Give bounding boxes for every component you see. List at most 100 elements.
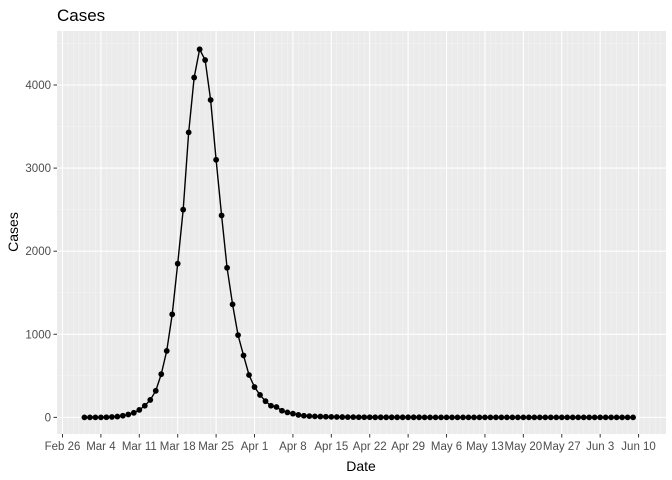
data-point (257, 392, 263, 398)
data-point (476, 414, 483, 421)
data-point (355, 414, 362, 421)
data-point (130, 409, 137, 416)
data-point (482, 414, 488, 421)
data-point (290, 410, 296, 417)
data-point (498, 414, 505, 421)
data-point (328, 413, 335, 420)
data-point (542, 414, 549, 421)
data-point (361, 414, 368, 421)
data-point (553, 414, 560, 421)
x-tick-label: Apr 15 (314, 441, 348, 453)
y-tick-label: 3000 (25, 163, 51, 175)
data-point (471, 414, 477, 421)
data-point (108, 414, 115, 420)
data-point (394, 414, 401, 421)
data-point (460, 414, 466, 421)
data-point (399, 414, 406, 421)
data-point (163, 348, 170, 354)
data-point (619, 414, 626, 421)
data-point (180, 206, 187, 213)
data-point (114, 413, 121, 420)
data-point (311, 413, 318, 420)
data-point (366, 414, 373, 421)
data-point (295, 411, 302, 418)
data-point (564, 414, 571, 421)
data-point (268, 402, 274, 409)
x-axis: Feb 26 Mar 4 Mar 11 Mar 18 Mar 25 Apr 1 Apr 8 A… (45, 434, 656, 453)
data-point (432, 414, 439, 421)
data-point (613, 414, 620, 421)
data-point (284, 409, 291, 416)
x-tick-label: Mar 4 (86, 441, 116, 453)
data-point (306, 413, 313, 420)
data-point (443, 414, 450, 421)
data-point (229, 301, 236, 308)
chart-title: Cases (57, 6, 105, 25)
data-point (438, 414, 444, 421)
data-point (147, 397, 154, 403)
plot-panel (57, 31, 666, 434)
data-point (136, 407, 143, 413)
data-point (591, 414, 598, 421)
data-point (377, 414, 384, 421)
x-tick-label: Apr 1 (241, 441, 269, 453)
x-tick-label: Apr 22 (353, 441, 387, 453)
x-tick-label: May 13 (466, 441, 504, 453)
data-point (213, 156, 220, 163)
data-point (547, 414, 554, 421)
data-point (333, 414, 340, 420)
data-point (405, 414, 412, 421)
data-point (410, 414, 417, 421)
data-point (449, 414, 455, 421)
data-point (597, 414, 604, 421)
x-tick-label: Jun 3 (586, 441, 614, 453)
data-point (575, 414, 582, 421)
data-point (569, 414, 576, 421)
data-point (509, 414, 516, 421)
data-point (251, 384, 258, 390)
data-point (174, 260, 181, 267)
data-point (487, 414, 494, 421)
data-point (388, 414, 395, 421)
data-point (421, 414, 428, 421)
y-tick-label: 1000 (25, 329, 51, 341)
data-point (493, 414, 499, 421)
data-point (235, 332, 241, 339)
data-point (300, 412, 307, 419)
x-axis-title: Date (346, 458, 376, 474)
data-point (525, 414, 532, 421)
data-point (207, 97, 214, 103)
y-tick-label: 2000 (25, 246, 51, 258)
data-point (92, 414, 99, 421)
data-point (103, 414, 110, 421)
data-point (339, 414, 346, 420)
data-point (87, 414, 93, 421)
data-point (520, 414, 527, 421)
x-tick-label: May 20 (504, 441, 542, 453)
data-point (322, 413, 329, 420)
data-point (262, 398, 269, 405)
data-point (427, 414, 433, 421)
data-point (317, 413, 324, 420)
data-point (602, 414, 609, 421)
x-tick-label: Mar 11 (122, 441, 157, 453)
data-point (152, 387, 159, 394)
y-axis-title: Cases (5, 212, 21, 252)
x-tick-label: May 27 (543, 441, 581, 453)
data-point (158, 371, 165, 378)
data-point (185, 129, 192, 136)
data-point (119, 412, 126, 419)
data-point (372, 414, 379, 421)
y-axis: 0 1000 2000 3000 4000 (25, 80, 57, 424)
data-point (344, 414, 351, 421)
data-point (141, 402, 148, 409)
x-tick-label: May 6 (431, 441, 462, 453)
x-tick-label: Feb 26 (45, 441, 81, 453)
y-tick-label: 4000 (25, 80, 51, 92)
y-tick-label: 0 (45, 412, 51, 424)
data-point (503, 414, 510, 421)
minor-grid (57, 31, 666, 434)
data-point (536, 414, 543, 421)
data-point (454, 414, 461, 421)
